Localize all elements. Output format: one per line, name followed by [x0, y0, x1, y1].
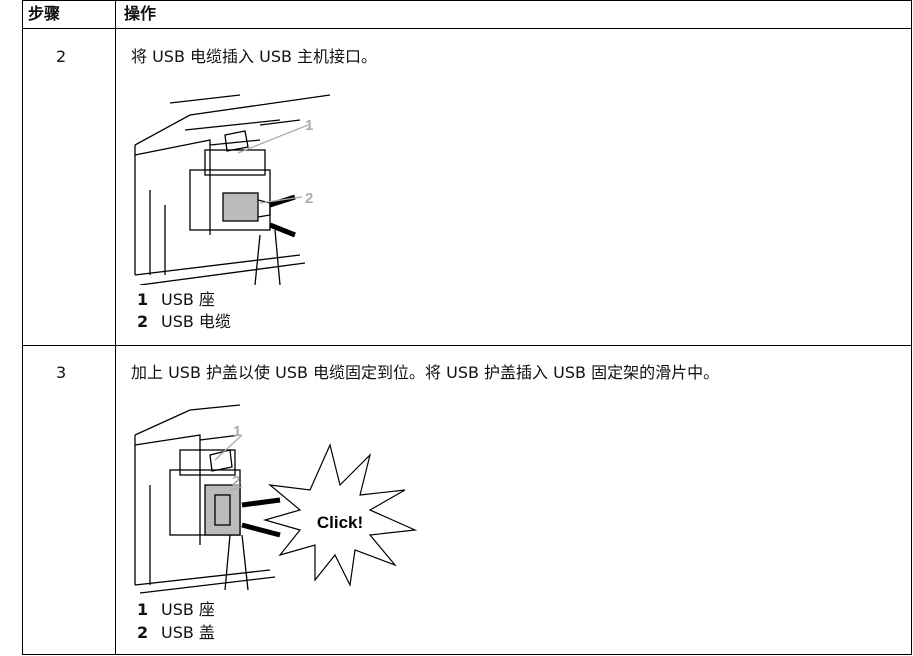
callout: 1	[233, 423, 241, 440]
click-burst: Click!	[317, 513, 363, 532]
legend-num: 2	[137, 312, 149, 331]
legend-num: 1	[137, 290, 149, 309]
callout: 1	[305, 117, 313, 134]
step-number: 2	[56, 47, 67, 66]
border	[911, 0, 912, 655]
step-text: 加上 USB 护盖以使 USB 电缆固定到位。将 USB 护盖插入 USB 固定…	[131, 363, 720, 382]
border	[22, 0, 23, 655]
legend-label: USB 座	[161, 600, 215, 619]
legend-label: USB 电缆	[161, 312, 231, 331]
callout: 2	[305, 190, 313, 207]
header-cell: 操作	[124, 4, 157, 23]
callout: 2	[232, 473, 240, 490]
step-number: 3	[56, 363, 67, 382]
border	[22, 0, 912, 1]
border	[22, 345, 912, 346]
border	[22, 654, 912, 655]
header-cell: 步骤	[28, 4, 61, 23]
legend-num: 2	[137, 623, 149, 642]
figure: 1 2 Click!	[134, 404, 418, 594]
step-text: 将 USB 电缆插入 USB 主机接口。	[131, 47, 378, 66]
figure: 1 2	[134, 94, 331, 285]
border	[115, 0, 116, 655]
legend-num: 1	[137, 600, 149, 619]
border	[22, 28, 912, 29]
legend-label: USB 盖	[161, 623, 215, 642]
legend-label: USB 座	[161, 290, 215, 309]
